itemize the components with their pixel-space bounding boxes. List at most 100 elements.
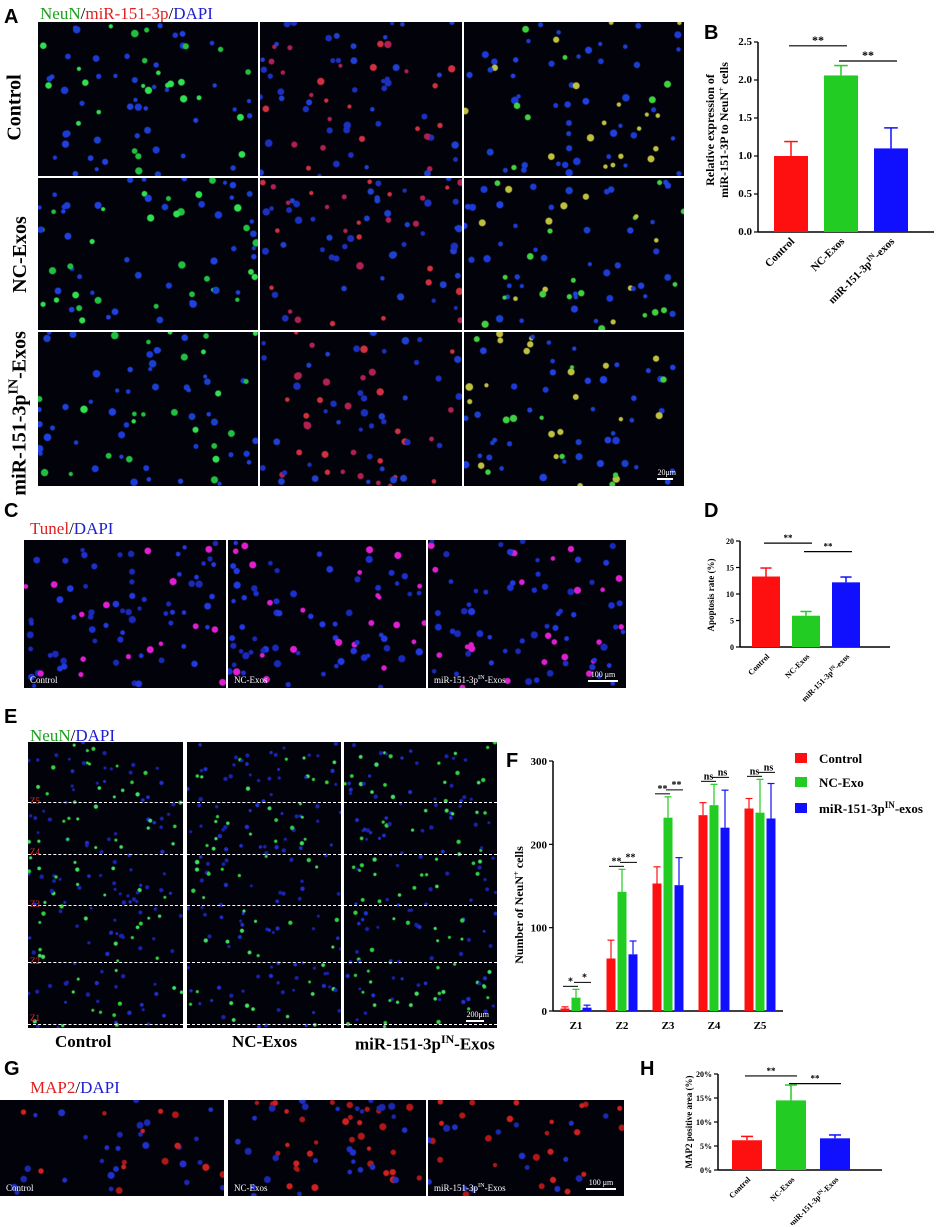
micrograph-a-r3-c2 <box>260 332 462 486</box>
significance-mark: ns <box>718 767 728 778</box>
bar-z1-s2 <box>571 997 581 1011</box>
bar-z3-s2 <box>663 817 673 1011</box>
label-g-inhibitor: miR-151-3pIN-Exos <box>434 1182 506 1193</box>
bar-z4-s1 <box>698 815 708 1011</box>
label-g-nc-exos: NC-Exos <box>234 1183 268 1193</box>
panel-a-title-part-4: DAPI <box>173 4 213 23</box>
y-axis-title: Apoptosis rate (%) <box>706 559 716 632</box>
bar-z5-s2 <box>755 812 765 1011</box>
micrograph-a-r2-c3 <box>464 178 684 330</box>
significance-mark: * <box>582 972 587 983</box>
panel-letter-d: D <box>704 500 719 522</box>
scale-bar-g: 100 μm <box>586 1178 616 1190</box>
significance-mark: ns <box>764 762 774 773</box>
zone-divider <box>28 1023 183 1025</box>
panel-g-title-part-1: / <box>75 1078 81 1097</box>
bar-nc-exos <box>824 75 858 232</box>
bar-mir-151-3p <box>832 582 860 647</box>
zone-divider <box>344 853 497 855</box>
micrograph-a-r1-c2 <box>260 22 462 176</box>
category-label-z2: Z2 <box>616 1020 629 1032</box>
label-g-control: Control <box>6 1183 34 1193</box>
category-label: NC-Exos <box>809 235 848 274</box>
panel-letter-e: E <box>4 706 18 728</box>
micrograph-g-2: NC-Exos <box>228 1100 426 1196</box>
panel-letter-g: G <box>4 1058 20 1080</box>
label-c-control: Control <box>30 675 58 685</box>
category-label: Control <box>746 652 772 678</box>
significance-mark: ** <box>767 1066 777 1076</box>
micrograph-c-2: NC-Exos <box>228 540 426 688</box>
legend-swatch-2 <box>795 777 807 787</box>
category-label: Control <box>763 236 797 270</box>
y-tick-label: 10% <box>696 1118 712 1127</box>
bar-z2-s1 <box>606 958 616 1011</box>
y-axis-title: MAP2 positive area (%) <box>684 1075 694 1168</box>
y-tick-label: 300 <box>531 756 548 768</box>
micrograph-a-r1-c3 <box>464 22 684 176</box>
scale-bar-e: 200μm <box>466 1010 489 1022</box>
bar-z5-s3 <box>766 818 776 1011</box>
panel-e-title-part-0: NeuN <box>30 726 71 745</box>
panel-c-title-part-1: / <box>69 519 74 538</box>
bar-z1-s3 <box>582 1007 592 1011</box>
panel-letter-h: H <box>640 1058 655 1080</box>
bar-z5-s1 <box>744 808 754 1011</box>
panel-c-title: Tunel/DAPI <box>30 519 113 539</box>
panel-e-title: NeuN/DAPI <box>30 726 115 746</box>
bar-z1-s1 <box>560 1008 570 1011</box>
panel-e-title-part-2: DAPI <box>75 726 116 745</box>
legend-swatch-3 <box>795 803 807 813</box>
chart-h: 0% 5% 10% 15% 20% Control NC-ExosmiR-151-3pIN-… <box>684 1066 882 1225</box>
significance-mark: ** <box>658 784 668 795</box>
panel-g-title-part-0: MAP2 <box>30 1078 76 1097</box>
bar-z4-s2 <box>709 805 719 1011</box>
y-tick-label: 0.0 <box>738 226 752 238</box>
category-label: NC-Exos <box>768 1175 796 1203</box>
significance-mark: ns <box>704 771 714 782</box>
zone-divider <box>28 962 183 964</box>
significance-mark: ** <box>626 852 636 863</box>
panel-g-title-part-2: DAPI <box>80 1078 120 1097</box>
zone-divider <box>344 962 497 964</box>
micrograph-e-3: 200μm <box>344 742 497 1028</box>
panel-c-title-part-2: DAPI <box>73 519 114 538</box>
legend-swatch-1 <box>795 753 807 763</box>
label-c-inhibitor: miR-151-3pIN-Exos <box>434 674 506 685</box>
micrograph-c-1: Control <box>24 540 226 688</box>
significance-mark: * <box>568 976 573 987</box>
y-tick-label: 0 <box>542 1006 548 1018</box>
panel-e-title-part-1: / <box>70 726 76 745</box>
significance-mark: ** <box>672 780 682 791</box>
caption-control: Control <box>55 1032 112 1051</box>
y-axis-title-line2: miR-151-3P to NeuN+ cells <box>717 62 732 198</box>
y-tick-label: 10 <box>726 590 734 599</box>
y-tick-label: 200 <box>531 839 548 851</box>
zone-label-z2: Z2 <box>30 955 40 966</box>
bar-z3-s1 <box>652 883 662 1011</box>
bar-control <box>732 1140 762 1170</box>
panel-letter-a: A <box>4 6 19 28</box>
zone-divider <box>187 905 341 907</box>
caption-inhibitor: miR-151-3pIN-Exos <box>355 1032 495 1054</box>
y-tick-label: 5% <box>700 1142 712 1151</box>
y-axis-title: Number of NeuN+ cells <box>512 846 527 964</box>
bar-mir-151-3p <box>874 148 908 232</box>
panel-a-title-part-3: / <box>168 4 174 23</box>
zone-divider <box>344 802 497 804</box>
micrograph-a-r3-c1 <box>38 332 258 486</box>
micrograph-g-1: Control <box>0 1100 224 1196</box>
scale-bar-c: 100 μm <box>588 670 618 682</box>
significance-mark: ns <box>750 766 760 777</box>
panel-letter-f: F <box>506 750 519 772</box>
y-tick-label: 0.5 <box>738 188 752 200</box>
panel-letter-c: C <box>4 500 19 522</box>
zone-divider <box>28 905 183 907</box>
significance-mark: ** <box>811 1074 821 1084</box>
bar-nc-exos <box>792 615 820 647</box>
y-tick-label: 2.5 <box>738 36 752 48</box>
y-tick-label: 1.5 <box>738 112 752 124</box>
bar-z3-s3 <box>674 885 684 1011</box>
zone-label-z1: Z1 <box>30 1013 40 1024</box>
bar-nc-exos <box>776 1100 806 1170</box>
